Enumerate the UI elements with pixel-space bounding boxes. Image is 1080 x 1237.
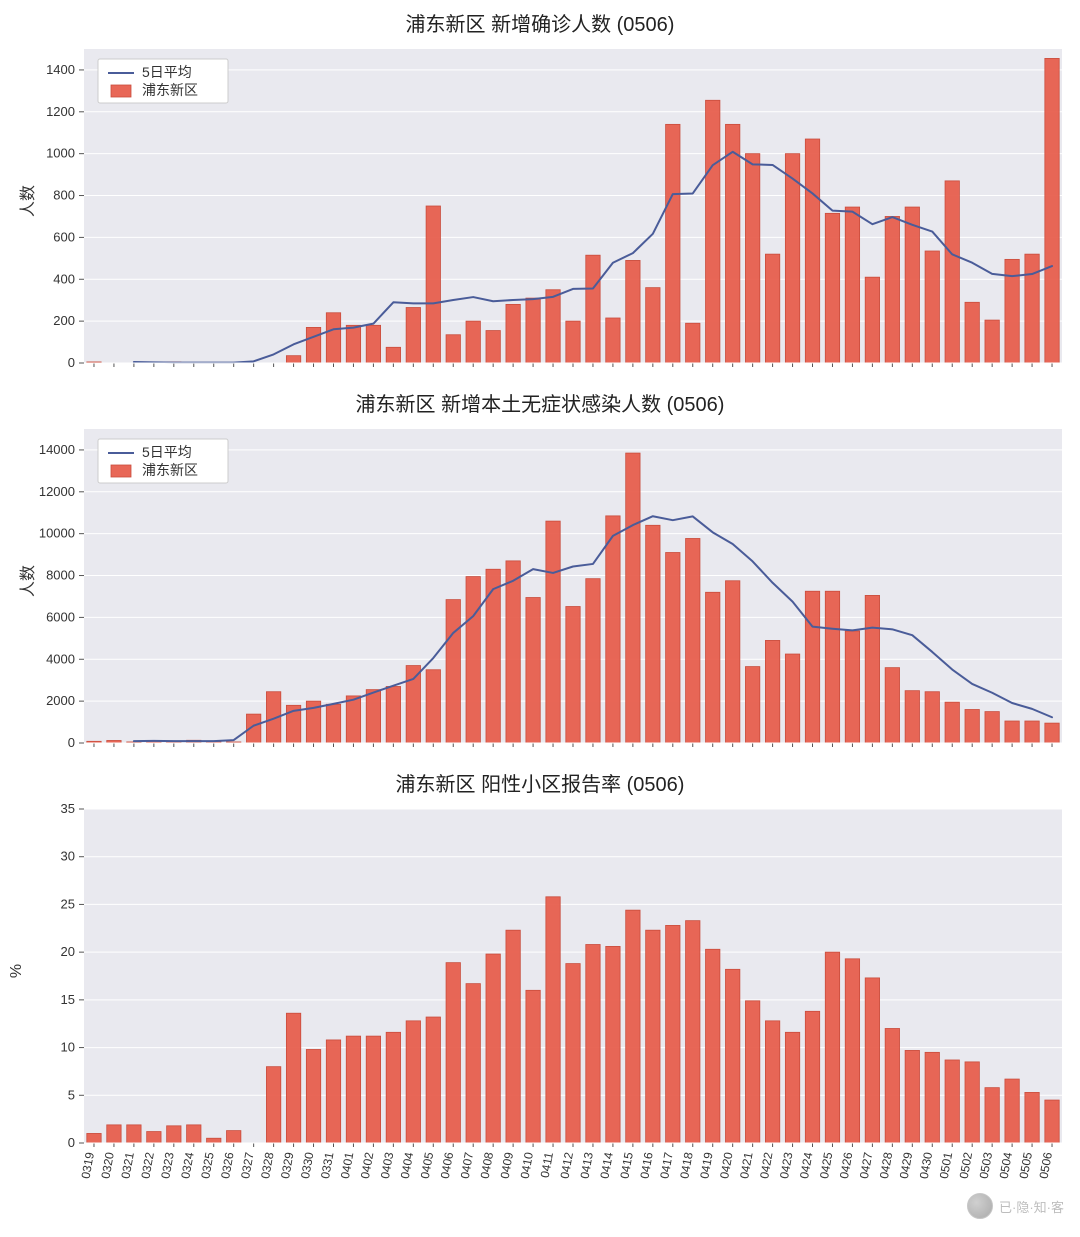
svg-text:0403: 0403 (378, 1151, 396, 1180)
chart-asymptomatic-cases: 浦东新区 新增本土无症状感染人数 (0506) 人数 0 2000 4000 6000… (0, 388, 1080, 748)
svg-text:0: 0 (68, 1135, 75, 1150)
svg-text:0416: 0416 (637, 1151, 655, 1180)
svg-text:0502: 0502 (957, 1151, 975, 1180)
svg-text:0401: 0401 (338, 1151, 356, 1180)
svg-text:0423: 0423 (777, 1151, 795, 1180)
watermark: 已·隐·知·客 (967, 1193, 1064, 1219)
svg-text:6000: 6000 (46, 609, 75, 624)
svg-text:0319: 0319 (79, 1151, 97, 1180)
svg-text:0402: 0402 (358, 1151, 376, 1180)
chart-confirmed-cases: 浦东新区 新增确诊人数 (0506) 人数 0 200 400 600 800 1000 1… (0, 8, 1080, 368)
svg-text:10000: 10000 (39, 526, 75, 541)
chart3-ylabel: % (8, 964, 26, 978)
svg-text:0326: 0326 (218, 1151, 236, 1180)
svg-text:0411: 0411 (538, 1151, 556, 1179)
svg-text:0324: 0324 (178, 1151, 196, 1180)
svg-text:0421: 0421 (737, 1151, 755, 1180)
svg-text:0505: 0505 (1017, 1151, 1035, 1180)
svg-text:5日平均: 5日平均 (142, 444, 192, 460)
chart3-title: 浦东新区 阳性小区报告率 (0506) (0, 768, 1080, 797)
svg-text:0425: 0425 (817, 1151, 835, 1180)
watermark-text: 已·隐·知·客 (999, 1197, 1064, 1216)
svg-text:0323: 0323 (158, 1151, 176, 1180)
svg-text:0406: 0406 (438, 1151, 456, 1180)
svg-text:5日平均: 5日平均 (142, 64, 192, 80)
svg-text:0320: 0320 (98, 1151, 116, 1180)
svg-text:浦东新区: 浦东新区 (142, 462, 198, 478)
svg-text:0330: 0330 (298, 1151, 316, 1180)
svg-text:14000: 14000 (39, 442, 75, 457)
watermark-icon (967, 1193, 993, 1219)
svg-text:800: 800 (53, 188, 75, 203)
svg-text:8000: 8000 (46, 568, 75, 583)
chart2-plot: 0 2000 4000 6000 8000 10000 12000 14000 5日平均浦东新区 (0, 423, 1080, 767)
svg-text:0420: 0420 (717, 1151, 735, 1180)
svg-text:0414: 0414 (597, 1151, 615, 1180)
svg-text:0417: 0417 (657, 1151, 675, 1180)
svg-text:600: 600 (53, 229, 75, 244)
chart-positive-community-rate: 浦东新区 阳性小区报告率 (0506) % 051015202530350319… (0, 768, 1080, 1148)
svg-text:400: 400 (53, 271, 75, 286)
svg-text:0: 0 (68, 355, 75, 370)
chart3-plot: 0510152025303503190320032103220323032403… (0, 803, 1080, 1217)
chart2-title: 浦东新区 新增本土无症状感染人数 (0506) (0, 388, 1080, 417)
svg-text:25: 25 (61, 896, 75, 911)
svg-text:0405: 0405 (418, 1151, 436, 1180)
svg-text:1200: 1200 (46, 104, 75, 119)
svg-text:0329: 0329 (278, 1151, 296, 1180)
svg-text:5: 5 (68, 1087, 75, 1102)
svg-text:0503: 0503 (977, 1151, 995, 1180)
svg-text:1400: 1400 (46, 62, 75, 77)
svg-text:0328: 0328 (258, 1151, 276, 1180)
svg-text:35: 35 (61, 803, 75, 816)
svg-text:0426: 0426 (837, 1151, 855, 1180)
svg-text:4000: 4000 (46, 651, 75, 666)
svg-text:0331: 0331 (318, 1151, 336, 1180)
svg-text:0410: 0410 (518, 1151, 536, 1180)
svg-text:0404: 0404 (398, 1151, 416, 1180)
svg-text:15: 15 (61, 992, 75, 1007)
svg-text:0419: 0419 (697, 1151, 715, 1180)
svg-text:0409: 0409 (498, 1151, 516, 1180)
svg-text:0415: 0415 (617, 1151, 635, 1180)
svg-text:0412: 0412 (558, 1151, 576, 1180)
svg-text:0501: 0501 (937, 1151, 955, 1180)
svg-text:0407: 0407 (458, 1151, 476, 1180)
svg-text:0422: 0422 (757, 1151, 775, 1180)
svg-text:0408: 0408 (478, 1151, 496, 1180)
chart1-title: 浦东新区 新增确诊人数 (0506) (0, 8, 1080, 37)
svg-text:0424: 0424 (797, 1151, 815, 1180)
svg-text:20: 20 (61, 944, 75, 959)
chart1-ylabel: 人数 (14, 185, 38, 217)
svg-text:0: 0 (68, 735, 75, 750)
svg-text:10: 10 (61, 1040, 75, 1055)
svg-text:0418: 0418 (677, 1151, 695, 1180)
svg-text:12000: 12000 (39, 484, 75, 499)
chart2-ylabel: 人数 (14, 565, 38, 597)
svg-text:0506: 0506 (1037, 1151, 1055, 1180)
svg-text:30: 30 (61, 849, 75, 864)
svg-text:0504: 0504 (997, 1151, 1015, 1180)
svg-text:0427: 0427 (857, 1151, 875, 1180)
svg-text:200: 200 (53, 313, 75, 328)
svg-text:0428: 0428 (877, 1151, 895, 1180)
svg-text:0321: 0321 (118, 1151, 136, 1180)
svg-text:0413: 0413 (577, 1151, 595, 1180)
svg-text:1000: 1000 (46, 146, 75, 161)
svg-text:0429: 0429 (897, 1151, 915, 1180)
svg-text:0327: 0327 (238, 1151, 256, 1180)
svg-text:0322: 0322 (138, 1151, 156, 1180)
chart1-plot: 0 200 400 600 800 1000 1200 1400 5日平均浦东新区 (0, 43, 1080, 387)
svg-text:0430: 0430 (917, 1151, 935, 1180)
svg-text:0325: 0325 (198, 1151, 216, 1180)
svg-text:2000: 2000 (46, 693, 75, 708)
svg-text:浦东新区: 浦东新区 (142, 82, 198, 98)
